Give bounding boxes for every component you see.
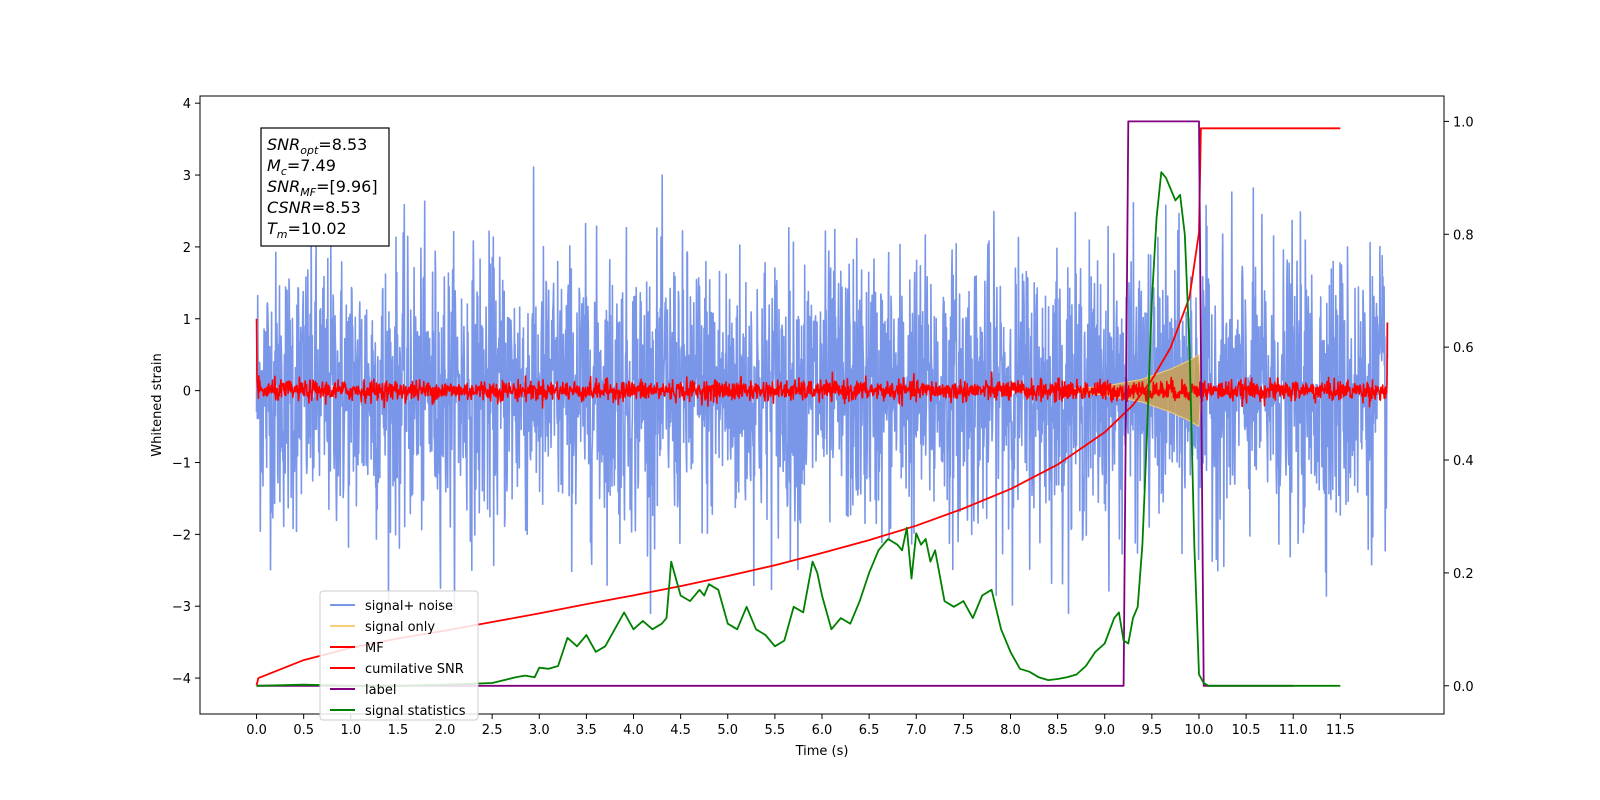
annotation-line: Tm=10.02 [267, 219, 347, 241]
x-tick-label: 7.0 [906, 723, 927, 738]
signal-statistics-line [256, 171, 1341, 687]
y2-tick-label: 0.0 [1453, 680, 1474, 695]
y-tick-label: 4 [183, 97, 191, 112]
x-tick-label: 0.5 [293, 723, 314, 738]
x-tick-label: 9.5 [1142, 723, 1163, 738]
annotation-symbol: SNR [267, 177, 300, 196]
legend-label: MF [365, 641, 384, 656]
x-tick-label: 10.5 [1232, 723, 1261, 738]
annotation-value: =[9.96] [316, 177, 378, 196]
y2-tick-label: 0.8 [1453, 228, 1474, 243]
x-tick-label: 5.5 [765, 723, 786, 738]
x-tick-label: 1.5 [388, 723, 409, 738]
legend-label: cumilative SNR [365, 662, 464, 677]
x-tick-label: 6.0 [812, 723, 833, 738]
legend-label: signal+ noise [365, 599, 453, 614]
x-tick-label: 2.5 [482, 723, 503, 738]
x-tick-label: 9.0 [1094, 723, 1115, 738]
annotation-line: SNRopt=8.53 [267, 135, 367, 157]
y-tick-label: −1 [172, 456, 191, 471]
mf-line [255, 318, 1389, 409]
x-tick-label: 11.0 [1279, 723, 1308, 738]
x-tick-label: 6.5 [859, 723, 880, 738]
annotation-value: =8.53 [312, 198, 361, 217]
legend-label: signal only [365, 620, 435, 635]
y-tick-label: 2 [183, 241, 191, 256]
annotation-frame [260, 127, 390, 247]
y-tick-label: −4 [172, 672, 191, 687]
x-tick-label: 8.0 [1000, 723, 1021, 738]
annotation-line: CSNR=8.53 [267, 198, 361, 217]
annotation-subscript: opt [300, 144, 319, 157]
y2-tick-label: 0.2 [1453, 567, 1474, 582]
annotation-value: =10.02 [288, 219, 347, 238]
y2-tick-label: 1.0 [1453, 115, 1474, 130]
x-tick-label: 10.0 [1184, 723, 1213, 738]
x-tick-label: 3.5 [576, 723, 597, 738]
x-axis-ticks: 0.0 0.5 1.0 1.5 2.0 2.5 3.0 3.5 4.0 4.5 5.0 5.5 6.0 6… [246, 714, 1355, 738]
annotation-subscript: MF [300, 186, 316, 199]
y-tick-label: 0 [183, 385, 191, 400]
mf-series [255, 318, 1389, 409]
x-tick-label: 3.0 [529, 723, 550, 738]
legend-label: label [365, 683, 396, 698]
y2-axis-ticks: 1.0 0.8 0.6 0.4 0.2 0.0 [1444, 115, 1474, 695]
annotation-subscript: c [281, 165, 287, 178]
annotation-value: =8.53 [318, 135, 367, 154]
x-tick-label: 0.0 [246, 723, 267, 738]
annotation-symbol: M [267, 156, 281, 175]
x-tick-label: 5.0 [717, 723, 738, 738]
legend: signal+ noise signal only MF cumilative SNR… [319, 590, 479, 721]
annotation-symbol: SNR [267, 135, 300, 154]
y-axis-label: Whitened strain [150, 353, 165, 456]
x-tick-label: 11.5 [1326, 723, 1355, 738]
annotation-symbol: CSNR [267, 198, 312, 217]
x-tick-label: 4.0 [623, 723, 644, 738]
y-axis-ticks: 4 3 2 1 0 −1 −2 −3 −4 [172, 97, 200, 687]
y-tick-label: 3 [183, 169, 191, 184]
annotation-line: SNRMF=[9.96] [267, 177, 378, 199]
signal-statistics-series [256, 171, 1341, 687]
annotation-value: =7.49 [287, 156, 336, 175]
plot-area [255, 120, 1389, 687]
annotation-subscript: m [277, 228, 288, 241]
annotation-box: SNRopt=8.53Mc=7.49SNRMF=[9.96]CSNR=8.53T… [260, 127, 390, 247]
annotation-line: Mc=7.49 [267, 156, 336, 178]
x-tick-label: 8.5 [1047, 723, 1068, 738]
x-tick-label: 1.0 [340, 723, 361, 738]
legend-frame [319, 590, 479, 721]
x-tick-label: 2.0 [435, 723, 456, 738]
legend-label: signal statistics [365, 704, 466, 719]
y-tick-label: 1 [183, 313, 191, 328]
x-tick-label: 4.5 [670, 723, 691, 738]
x-tick-label: 7.5 [953, 723, 974, 738]
y-tick-label: −2 [172, 528, 191, 543]
y2-tick-label: 0.4 [1453, 454, 1474, 469]
x-axis-label: Time (s) [795, 744, 849, 759]
annotation-symbol: T [267, 219, 278, 238]
y-tick-label: −3 [172, 600, 191, 615]
y2-tick-label: 0.6 [1453, 341, 1474, 356]
